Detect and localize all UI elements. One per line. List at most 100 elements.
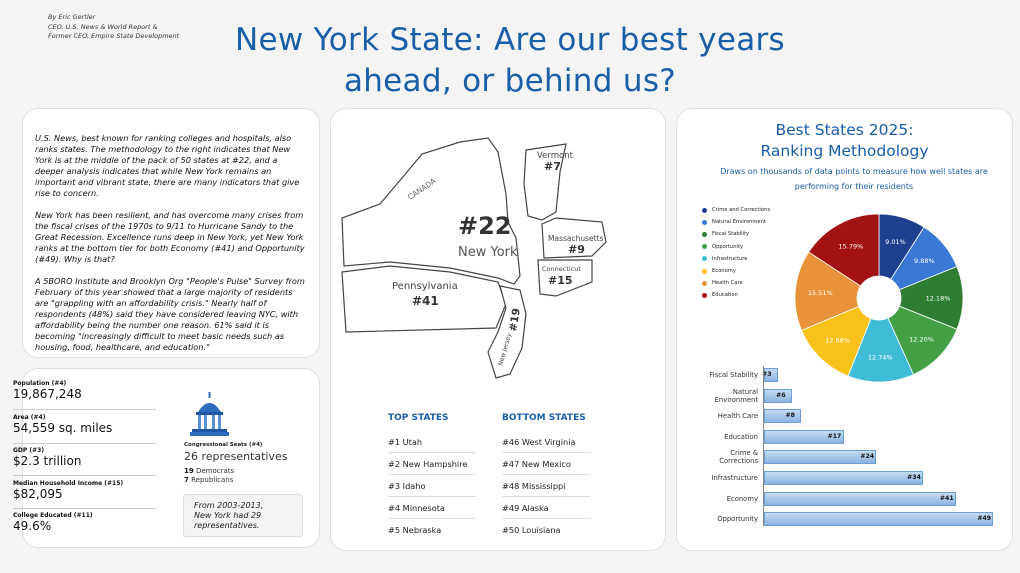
ny-name: New York bbox=[458, 245, 518, 260]
stat-college: College Educated (#11) 49.6% bbox=[13, 512, 156, 539]
vermont-label: Vermont bbox=[537, 151, 574, 161]
page-title: New York State: Are our best years ahead… bbox=[0, 20, 1020, 102]
new-jersey-shape bbox=[487, 285, 527, 379]
intro-card: U.S. News, best known for ranking colleg… bbox=[22, 108, 320, 358]
congress-value: 26 representatives bbox=[184, 450, 288, 463]
bar-category-label: Infrastructure bbox=[711, 474, 758, 482]
congress-history-note: From 2003-2013, New York had 29 represen… bbox=[183, 494, 303, 537]
pie-slice-label: 12.68% bbox=[825, 337, 850, 345]
legend-item: Health Care bbox=[702, 277, 770, 289]
pie-slice-education bbox=[808, 213, 880, 287]
list-item: #3 Idaho bbox=[388, 475, 476, 497]
legend-swatch bbox=[702, 207, 707, 213]
legend-swatch bbox=[702, 268, 707, 274]
massachusetts-label: Massachusetts bbox=[548, 234, 604, 243]
legend-swatch bbox=[702, 244, 707, 250]
ny-rank: #22 bbox=[458, 212, 512, 240]
title-line-2: ahead, or behind us? bbox=[343, 63, 677, 99]
bar-category-label: Economy bbox=[726, 494, 758, 503]
connecticut-rank: #15 bbox=[548, 274, 573, 287]
stat-value: $2.3 trillion bbox=[13, 454, 82, 468]
bar-value-label: #41 bbox=[939, 494, 954, 502]
pie-slice-label: 12.18% bbox=[926, 294, 951, 302]
vermont-rank: #7 bbox=[544, 160, 561, 173]
bar-value-label: #3 bbox=[762, 371, 772, 378]
northeast-map: CANADA #22 New York Vermont #7 Massachus… bbox=[341, 137, 607, 379]
note-line: representatives. bbox=[194, 521, 260, 530]
vermont-shape bbox=[523, 143, 567, 221]
legend-swatch bbox=[702, 219, 707, 225]
massachusetts-rank: #9 bbox=[568, 243, 585, 256]
methodology-pie-chart: 9.01% 9.88% 12.18% 12.20% 12.74% 12.68% 15.51%… bbox=[794, 213, 964, 383]
legend-item: Crime and Corrections bbox=[702, 204, 770, 216]
dem-label: Democrats bbox=[193, 467, 235, 475]
methodology-title: Best States 2025: Ranking Methodology bbox=[676, 120, 1013, 162]
stat-area: Area (#4) 54,559 sq. miles bbox=[13, 414, 156, 444]
bottom-states-heading: BOTTOM STATES bbox=[502, 413, 586, 423]
legend-label: Opportunity bbox=[712, 243, 744, 250]
stat-label: GDP (#3) bbox=[13, 447, 45, 454]
list-item: #47 New Mexico bbox=[502, 453, 590, 475]
methodology-subtitle: Draws on thousands of data points to mea… bbox=[706, 164, 1002, 194]
list-item: #49 Alaska bbox=[502, 497, 590, 519]
legend-label: Infrastructure bbox=[712, 255, 748, 262]
bar-economy bbox=[764, 491, 956, 506]
byline: By Eric Gertler CEO, U.S. News & World R… bbox=[48, 13, 179, 42]
dem-count: 19 bbox=[184, 467, 194, 475]
stat-value: 49.6% bbox=[13, 519, 52, 533]
rep-label: Republicans bbox=[188, 476, 234, 484]
capitol-icon bbox=[190, 392, 229, 436]
pie-slice-label: 12.74% bbox=[868, 353, 893, 361]
bar-crime-corrections bbox=[764, 450, 877, 465]
rep-count: 7 bbox=[184, 476, 189, 484]
bar-category-label: Education bbox=[724, 432, 758, 441]
stat-value: 19,867,248 bbox=[13, 387, 82, 401]
legend-label: Fiscal Stability bbox=[712, 231, 750, 238]
pie-slice-label: 15.51% bbox=[808, 289, 833, 297]
legend-label: Economy bbox=[712, 268, 736, 275]
stat-label: Population (#4) bbox=[13, 380, 67, 387]
legend-swatch bbox=[702, 292, 707, 298]
bar-category-label: Fiscal Stability bbox=[709, 371, 758, 379]
note-line: From 2003-2013, bbox=[194, 501, 264, 510]
stat-label: College Educated (#11) bbox=[13, 512, 93, 519]
bar-category-label: Natural Environment bbox=[714, 387, 758, 404]
stat-label: Area (#4) bbox=[13, 414, 46, 421]
new-jersey-rank: #19 bbox=[507, 307, 523, 332]
legend-swatch bbox=[702, 256, 707, 262]
legend-item: Natural Environment bbox=[702, 216, 770, 228]
bar-value-label: #34 bbox=[907, 474, 921, 481]
list-item: #2 New Hampshire bbox=[388, 453, 476, 475]
bar-value-label: #49 bbox=[977, 515, 992, 523]
intro-paragraph: A 5BORO Institute and Brooklyn Org "Peop… bbox=[35, 276, 305, 352]
stat-value: 54,559 sq. miles bbox=[13, 421, 113, 435]
massachusetts-shape bbox=[541, 217, 607, 259]
bar-value-label: #17 bbox=[827, 432, 842, 440]
bar-fiscal-stability bbox=[764, 368, 779, 382]
list-item: #1 Utah bbox=[388, 431, 476, 453]
bar-value-label: #8 bbox=[785, 412, 795, 420]
bar-opportunity bbox=[764, 512, 994, 527]
new-york-shape bbox=[341, 137, 521, 285]
legend-item: Infrastructure bbox=[702, 253, 770, 265]
legend-label: Education bbox=[712, 292, 738, 299]
legend-item: Opportunity bbox=[702, 241, 770, 253]
pennsylvania-rank: #41 bbox=[412, 294, 439, 308]
bar-value-label: #6 bbox=[776, 391, 786, 399]
bar-education bbox=[764, 429, 844, 444]
legend-item: Economy bbox=[702, 265, 770, 277]
methodology-title-line: Best States 2025: bbox=[775, 121, 914, 139]
connecticut-shape bbox=[537, 259, 593, 297]
methodology-subtitle-line: performing for their residents bbox=[794, 182, 914, 191]
stat-label: Median Household Income (#15) bbox=[13, 480, 124, 487]
list-item: #50 Louisiana bbox=[502, 525, 561, 535]
legend-item: Education bbox=[702, 289, 770, 301]
byline-role: CEO, U.S. News & World Report & bbox=[48, 22, 158, 31]
intro-paragraph: New York has been resilient, and has ove… bbox=[35, 210, 305, 264]
top-states-list: TOP STATES #1 Utah #2 New Hampshire #3 I… bbox=[388, 413, 476, 541]
methodology-subtitle-line: Draws on thousands of data points to mea… bbox=[720, 167, 988, 176]
list-item: #48 Mississippi bbox=[502, 475, 590, 497]
title-line-1: New York State: Are our best years bbox=[235, 22, 785, 58]
stat-income: Median Household Income (#15) $82,095 bbox=[13, 480, 156, 509]
top-states-heading: TOP STATES bbox=[388, 413, 449, 423]
